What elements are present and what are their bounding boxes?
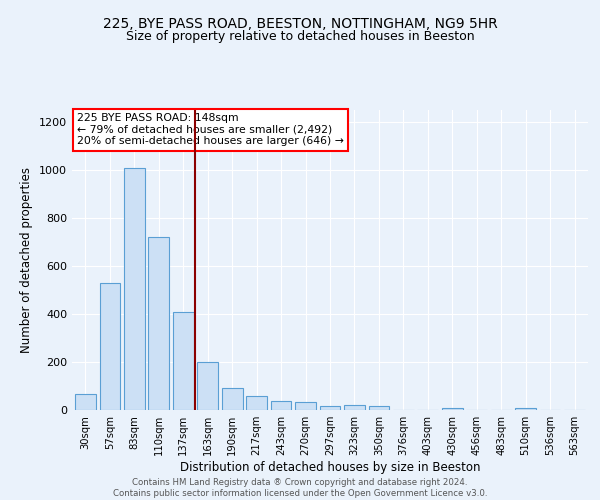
X-axis label: Distribution of detached houses by size in Beeston: Distribution of detached houses by size … <box>180 461 480 474</box>
Bar <box>295 402 316 410</box>
Bar <box>320 406 340 410</box>
Bar <box>515 408 536 410</box>
Bar <box>271 401 292 410</box>
Bar <box>442 408 463 410</box>
Bar <box>173 312 194 410</box>
Text: 225 BYE PASS ROAD: 148sqm
← 79% of detached houses are smaller (2,492)
20% of se: 225 BYE PASS ROAD: 148sqm ← 79% of detac… <box>77 113 344 146</box>
Bar <box>246 396 267 410</box>
Bar <box>344 404 365 410</box>
Bar <box>197 362 218 410</box>
Text: 225, BYE PASS ROAD, BEESTON, NOTTINGHAM, NG9 5HR: 225, BYE PASS ROAD, BEESTON, NOTTINGHAM,… <box>103 18 497 32</box>
Bar <box>75 394 96 410</box>
Bar <box>100 283 120 410</box>
Bar <box>124 168 145 410</box>
Bar <box>368 406 389 410</box>
Bar <box>222 388 242 410</box>
Y-axis label: Number of detached properties: Number of detached properties <box>20 167 34 353</box>
Text: Contains HM Land Registry data ® Crown copyright and database right 2024.
Contai: Contains HM Land Registry data ® Crown c… <box>113 478 487 498</box>
Bar <box>148 237 169 410</box>
Text: Size of property relative to detached houses in Beeston: Size of property relative to detached ho… <box>125 30 475 43</box>
